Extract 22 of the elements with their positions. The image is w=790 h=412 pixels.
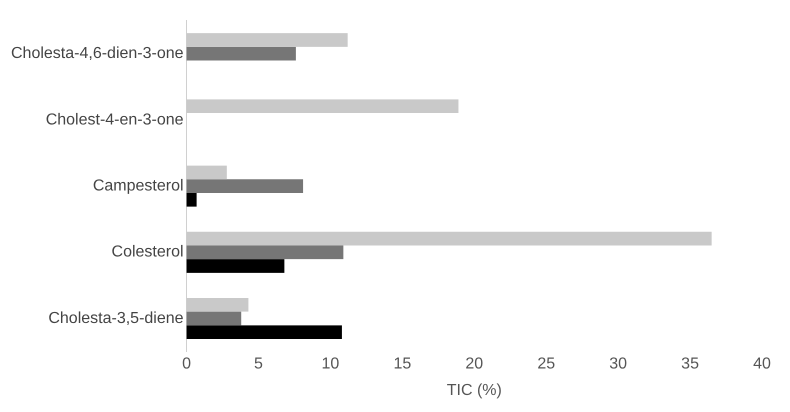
x-axis-title: TIC (%) bbox=[446, 382, 502, 399]
x-tick-label: 25 bbox=[537, 356, 556, 373]
x-tick-label: 10 bbox=[322, 356, 340, 373]
x-tick-label: 40 bbox=[753, 356, 771, 373]
bar bbox=[186, 179, 304, 193]
y-tick-label: Cholesta-3,5-diene bbox=[48, 310, 184, 327]
y-tick-label: Cholesta-4,6-dien-3-one bbox=[11, 45, 184, 62]
x-tick-label: 30 bbox=[609, 356, 628, 373]
x-tick-label: 35 bbox=[681, 356, 700, 373]
bar bbox=[186, 259, 284, 273]
bar bbox=[186, 46, 296, 61]
x-tick-label: 5 bbox=[254, 356, 264, 373]
x-tick-label: 0 bbox=[182, 356, 192, 373]
bar bbox=[186, 245, 344, 260]
bar bbox=[186, 312, 242, 326]
x-tick-label: 15 bbox=[393, 356, 412, 373]
y-tick-label: Colesterol bbox=[112, 244, 184, 261]
bar bbox=[186, 325, 342, 340]
y-tick-label: Cholest-4-en-3-one bbox=[46, 111, 184, 128]
x-tick-label: 20 bbox=[465, 356, 484, 373]
y-tick-label: Campesterol bbox=[92, 178, 184, 195]
bar bbox=[186, 192, 197, 207]
